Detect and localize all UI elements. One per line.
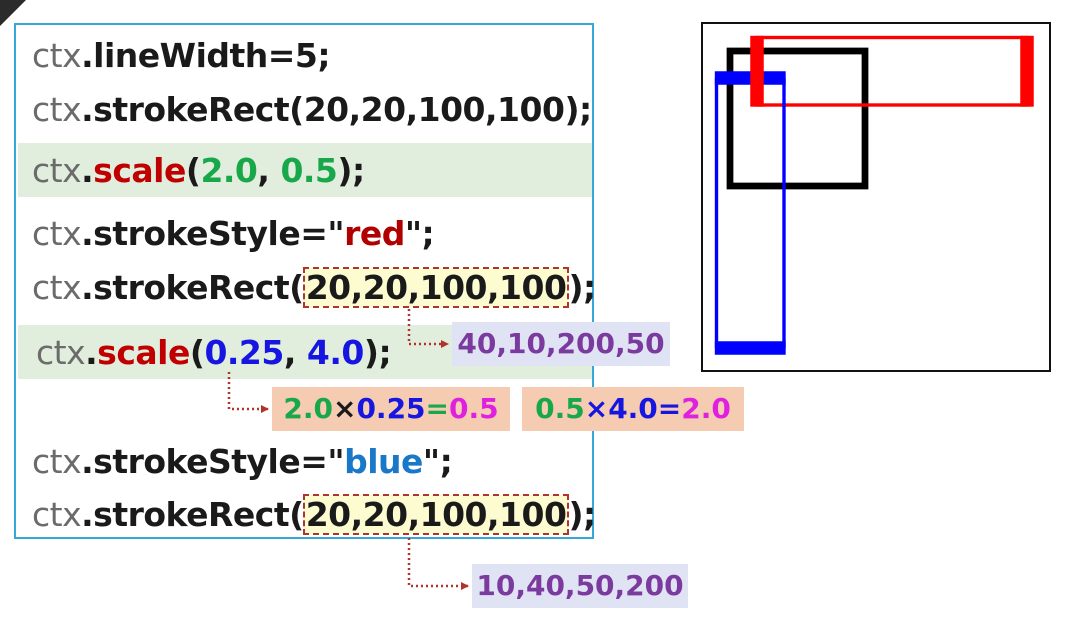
code-close: ); bbox=[568, 495, 596, 534]
code-sep: , bbox=[283, 333, 307, 372]
code-string: red bbox=[344, 214, 405, 253]
code-close: "; bbox=[422, 442, 453, 481]
code-obj: ctx bbox=[32, 495, 82, 534]
scale-x-a: 2.0 bbox=[283, 392, 333, 425]
blue-rect-band-bottom bbox=[714, 341, 786, 355]
scale-y-times: × bbox=[584, 392, 609, 425]
callout-scale-x: 2.0×0.25=0.5 bbox=[272, 387, 510, 431]
code-line-strokerect-black: ctx.strokeRect(20,20,100,100); bbox=[32, 85, 592, 135]
code-open: ( bbox=[289, 268, 304, 307]
code-dot: . bbox=[81, 36, 94, 75]
callout-blue-result: 10,40,50,200 bbox=[472, 564, 688, 608]
code-close: "; bbox=[404, 214, 435, 253]
code-line-strokestyle-blue: ctx.strokeStyle="blue"; bbox=[32, 437, 453, 487]
corner-decoration bbox=[0, 0, 26, 26]
code-dot: . bbox=[81, 151, 94, 190]
scale-x-result: 0.5 bbox=[449, 392, 499, 425]
code-arg-x: 2.0 bbox=[200, 151, 258, 190]
callout-red-result: 40,10,200,50 bbox=[452, 322, 670, 366]
code-method: strokeRect bbox=[93, 268, 290, 307]
code-arg-y: 4.0 bbox=[306, 333, 364, 372]
scale-x-times: × bbox=[332, 392, 357, 425]
code-obj: ctx bbox=[32, 36, 82, 75]
code-dot: . bbox=[81, 268, 94, 307]
code-close: ); bbox=[363, 333, 392, 372]
scale-y-eq: = bbox=[657, 392, 682, 425]
code-method: strokeRect bbox=[93, 90, 290, 129]
blue-rect-side-right bbox=[782, 78, 786, 348]
code-line-scale-1: ctx.scale(2.0, 0.5); bbox=[32, 146, 365, 196]
arrow-to-blue-result bbox=[407, 538, 469, 590]
code-eq: =" bbox=[300, 214, 345, 253]
code-arg-x: 0.25 bbox=[204, 333, 284, 372]
code-method: lineWidth bbox=[93, 36, 268, 75]
code-close: ); bbox=[337, 151, 365, 190]
code-sep: , bbox=[257, 151, 281, 190]
code-method: strokeStyle bbox=[93, 214, 301, 253]
code-eq: =" bbox=[300, 442, 345, 481]
callout-scale-y: 0.5×4.0=2.0 bbox=[522, 387, 744, 431]
code-rest: =5; bbox=[267, 36, 331, 75]
code-close: ); bbox=[564, 90, 592, 129]
canvas-output bbox=[701, 22, 1051, 372]
code-method: scale bbox=[93, 151, 186, 190]
code-method: scale bbox=[97, 333, 190, 372]
blue-rect-side-left bbox=[714, 78, 719, 348]
code-dot: . bbox=[81, 495, 94, 534]
code-open: ( bbox=[289, 90, 304, 129]
code-dot: . bbox=[81, 214, 94, 253]
scale-y-result: 2.0 bbox=[681, 392, 731, 425]
code-line-strokestyle-red: ctx.strokeStyle="red"; bbox=[32, 209, 435, 259]
code-obj: ctx bbox=[36, 333, 86, 372]
scale-x-b: 0.25 bbox=[356, 392, 426, 425]
scale-highlight-band-1 bbox=[18, 143, 592, 197]
code-obj: ctx bbox=[32, 90, 82, 129]
code-open: ( bbox=[189, 333, 205, 372]
code-obj: ctx bbox=[32, 268, 82, 307]
red-rect-band-left bbox=[750, 35, 764, 107]
code-args-highlight: 20,20,100,100 bbox=[302, 494, 570, 535]
code-open: ( bbox=[289, 495, 304, 534]
code-obj: ctx bbox=[32, 214, 82, 253]
scale-y-a: 0.5 bbox=[535, 392, 585, 425]
code-arg-y: 0.5 bbox=[280, 151, 338, 190]
code-obj: ctx bbox=[32, 151, 82, 190]
code-args-highlight: 20,20,100,100 bbox=[302, 267, 570, 308]
black-rect bbox=[726, 47, 869, 190]
canvas-drawing bbox=[714, 35, 1034, 355]
code-dot: . bbox=[81, 90, 94, 129]
code-panel: ctx.lineWidth=5; ctx.strokeRect(20,20,10… bbox=[14, 23, 596, 540]
code-method: strokeRect bbox=[93, 495, 290, 534]
code-string: blue bbox=[344, 442, 423, 481]
code-method: strokeStyle bbox=[93, 442, 301, 481]
code-dot: . bbox=[81, 442, 94, 481]
code-dot: . bbox=[85, 333, 98, 372]
code-obj: ctx bbox=[32, 442, 82, 481]
scale-y-b: 4.0 bbox=[608, 392, 658, 425]
code-args: 20,20,100,100 bbox=[303, 90, 565, 129]
code-line-strokerect-red: ctx.strokeRect(20,20,100,100); bbox=[32, 263, 596, 313]
red-rect-band-right bbox=[1020, 35, 1034, 107]
code-line-strokerect-blue: ctx.strokeRect(20,20,100,100); bbox=[32, 490, 596, 540]
code-line-linewidth: ctx.lineWidth=5; bbox=[32, 31, 331, 81]
code-line-scale-2: ctx.scale(0.25, 4.0); bbox=[36, 328, 392, 378]
scale-x-eq: = bbox=[425, 392, 450, 425]
code-close: ); bbox=[568, 268, 596, 307]
code-open: ( bbox=[185, 151, 201, 190]
